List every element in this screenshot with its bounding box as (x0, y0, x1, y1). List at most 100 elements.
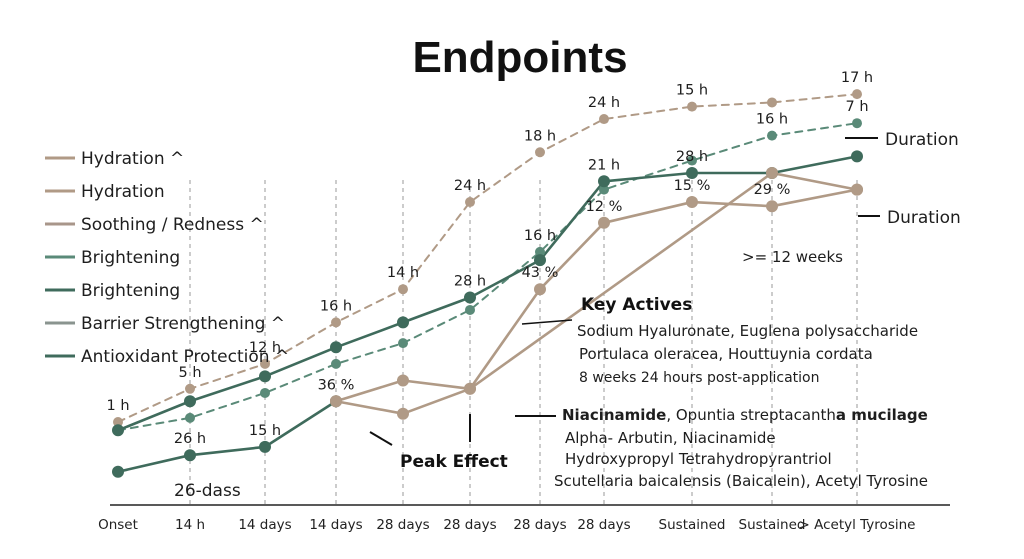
peak-effect-label: Peak Effect (400, 452, 508, 472)
series-4-point-label: 15 h (249, 423, 281, 439)
series-1-line (117, 93, 858, 423)
series-1-point (535, 147, 545, 158)
series-1-point (260, 358, 270, 369)
series-2-point (465, 304, 475, 315)
series-3-point-label: 28 h (454, 274, 486, 290)
series-5-point-label: 43 % (522, 265, 559, 281)
series-1-point-label: 1 h (106, 398, 129, 414)
series-5-point (598, 216, 610, 229)
actives-2-heading: Niacinamide, Opuntia streptacantha mucil… (562, 406, 928, 424)
series-3-point (851, 150, 863, 163)
series-1-point (465, 197, 475, 208)
series-4-point (184, 449, 196, 462)
series-4-line (116, 399, 338, 474)
series-4-point (112, 465, 124, 478)
series-5-point-label: 29 % (754, 182, 791, 198)
x-tick-label: 28 days (513, 517, 566, 533)
series-points (112, 89, 863, 478)
series-1-point-label: 18 h (524, 128, 556, 144)
legend-item-label: Hydration (81, 182, 165, 202)
series-6-point (330, 395, 342, 408)
series-6-point (464, 382, 476, 395)
series-2-point-label: 16 h (756, 112, 788, 128)
series-1-point-label: 5 h (178, 365, 201, 381)
series-1-point (852, 89, 862, 100)
duration-1-label: Duration (885, 130, 959, 150)
actives-2-line-1: Alpha- Arbutin, Niacinamide (565, 429, 776, 447)
key-actives-title: Key Actives (581, 295, 692, 315)
x-tick-label: 14 h (175, 517, 205, 533)
series-2-point (398, 338, 408, 349)
series-3-line (116, 155, 859, 432)
series-1-point (687, 101, 697, 112)
series-6-point (851, 183, 863, 196)
series-1-point-label: 14 h (387, 265, 419, 281)
series-5-point-label: 36 % (318, 377, 355, 393)
series-2-point (185, 412, 195, 423)
series-1-point-label: 12 h (249, 340, 281, 356)
series-4-point (259, 440, 271, 453)
series-3-point-label: 21 h (588, 157, 620, 173)
legend-item-label: Brightening (81, 248, 180, 268)
chart-title: Endpoints (412, 33, 627, 82)
actives-2-bold-a: Niacinamide (562, 406, 666, 424)
series-2-point (331, 358, 341, 369)
series-1-point (398, 284, 408, 295)
x-tick-label: 28 days (577, 517, 630, 533)
weeks-label: >= 12 weeks (742, 248, 843, 266)
series-4-point-label: 26 h (174, 431, 206, 447)
legend-item-label: Hydration ^ (81, 149, 184, 169)
actives-2-line-3: Scutellaria baicalensis (Baicalein), Ace… (554, 472, 928, 490)
series-1-point-label: 24 h (454, 178, 486, 194)
x-tick-label: 14 days (309, 517, 362, 533)
series-3-point-label: 28 h (676, 149, 708, 165)
series-2-point (260, 387, 270, 398)
series-2-point (852, 118, 862, 129)
series-2-point-label: 16 h (524, 228, 556, 244)
x-tick-label: Onset (98, 517, 138, 533)
series-1-point-label: 16 h (320, 298, 352, 314)
series-3-point (686, 167, 698, 179)
series-5-point-label: 15 % (674, 178, 711, 194)
series-1-point (185, 383, 195, 394)
series-5-point (766, 200, 778, 213)
series-6-point (397, 407, 409, 420)
series-1-point (767, 97, 777, 108)
x-tick-label: > Acetyl Tyrosine (799, 517, 916, 533)
actives-2-line-2: Hydroxypropyl Tetrahydropyrantriol (565, 450, 832, 468)
series-2-point (535, 246, 545, 257)
series-3-point (598, 175, 610, 188)
peak-effect-pointer (369, 431, 393, 446)
x-tick-label: 14 days (238, 517, 291, 533)
series-1-point-label: 24 h (588, 95, 620, 111)
series-3-point (330, 341, 342, 354)
series-3-point (534, 254, 546, 267)
x-tick-label: 28 days (376, 517, 429, 533)
legend-item-label: Antioxidant Protection ^ (81, 347, 289, 367)
x-tick-label: 28 days (443, 517, 496, 533)
onset-label: 26-dass (174, 481, 241, 501)
series-5-point-label: 12 % (586, 199, 623, 215)
legend: Hydration ^ Hydration Soothing / Redness ^… (45, 149, 289, 367)
x-tick-label: Sustained (739, 517, 806, 533)
series-1-point (599, 114, 609, 125)
series-3-point (259, 370, 271, 383)
series-2-point (599, 184, 609, 195)
key-actives-line-1: Sodium Hyaluronate, Euglena polysacchari… (577, 322, 918, 340)
point-labels: 1 h 5 h 12 h 16 h 14 h 24 h 18 h 24 h 15 h 17 h 16… (106, 70, 873, 447)
key-actives-pointer (521, 319, 573, 325)
series-5-point (686, 196, 698, 209)
x-tick-labels: Onset 14 h 14 days 14 days 28 days 28 days 28 … (98, 517, 915, 533)
series-3-point (184, 395, 196, 408)
legend-item-label: Brightening (81, 281, 180, 301)
series-5-point (534, 283, 546, 296)
series-1-point (331, 317, 341, 328)
legend-item-label: Barrier Strengthening ^ (81, 314, 285, 334)
series-3-point (112, 424, 124, 437)
key-actives-line-3: 8 weeks 24 hours post-application (579, 370, 819, 386)
key-actives-line-2: Portulaca oleracea, Houttuynia cordata (579, 345, 873, 363)
series-5-line (334, 188, 859, 403)
series-3-point (464, 291, 476, 304)
